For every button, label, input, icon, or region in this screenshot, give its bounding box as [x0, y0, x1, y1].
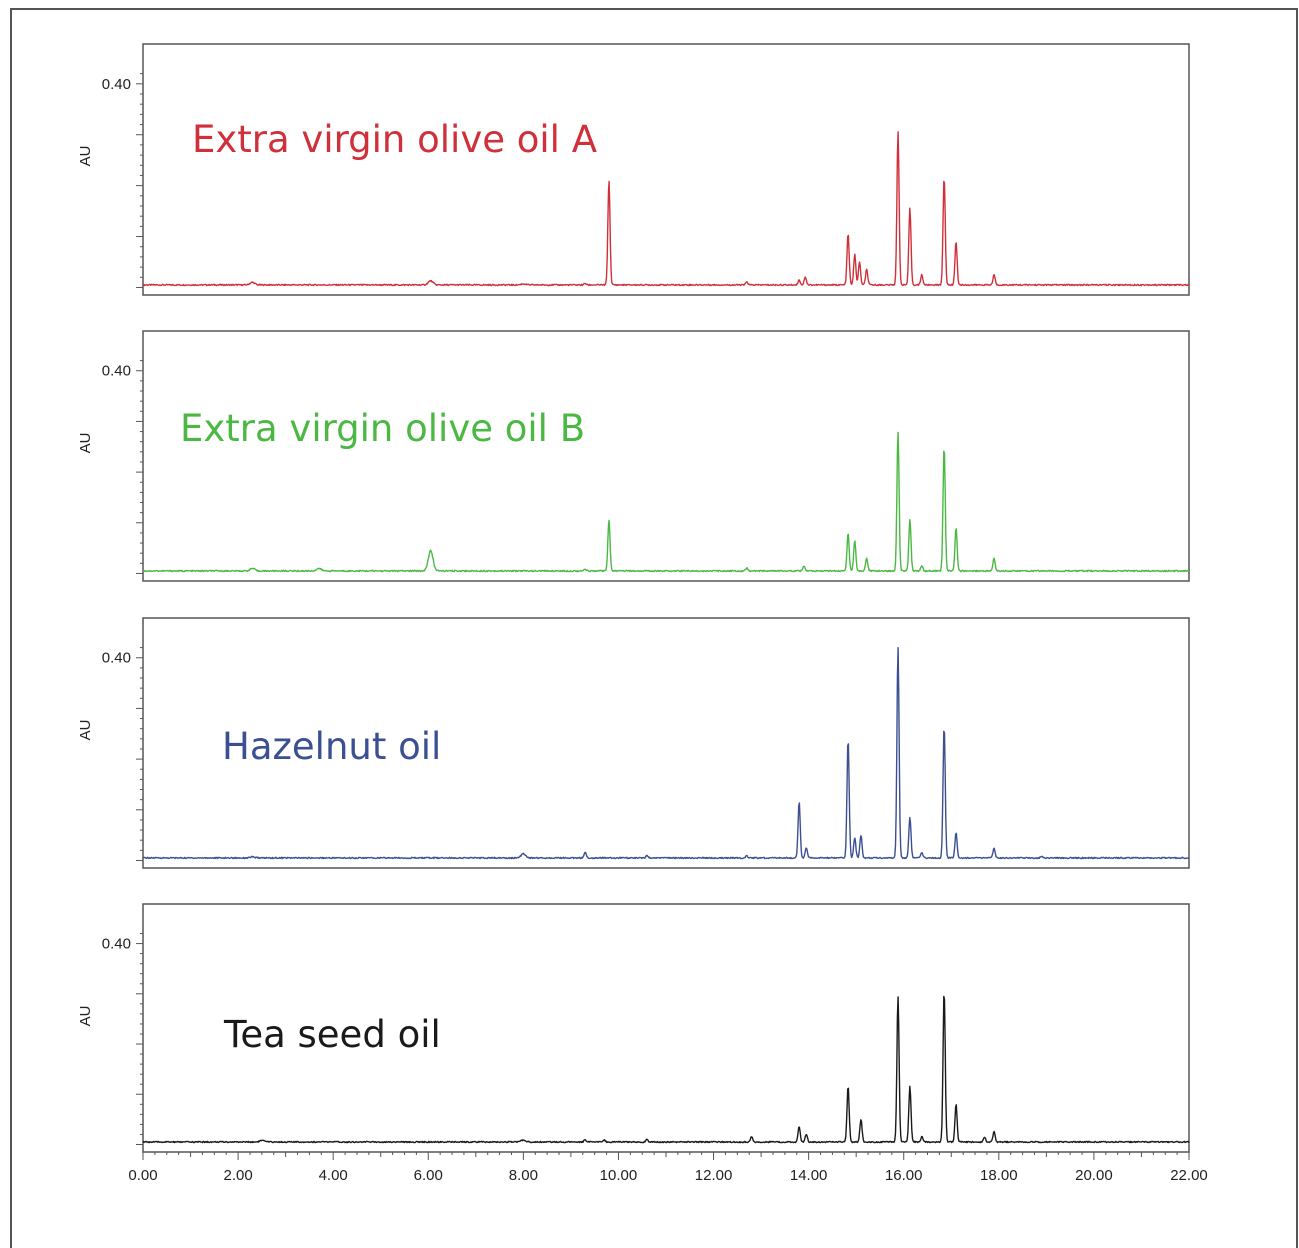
plot-frame-2	[142, 617, 1190, 869]
x-tick-label-5: 10.00	[600, 1167, 638, 1184]
sample-title-0: Extra virgin olive oil A	[192, 118, 597, 161]
sample-title-2: Hazelnut oil	[222, 725, 441, 768]
x-tick-label-7: 14.00	[790, 1167, 828, 1184]
x-tick-label-6: 12.00	[695, 1167, 733, 1184]
sample-title-3: Tea seed oil	[223, 1013, 441, 1056]
y-axis-label-1: AU	[77, 433, 94, 454]
x-tick-label-4: 8.00	[509, 1167, 538, 1184]
x-tick-label-2: 4.00	[319, 1167, 348, 1184]
y-tick-label-0: 0.40	[102, 76, 131, 93]
sample-title-1: Extra virgin olive oil B	[180, 407, 585, 450]
x-tick-label-0: 0.00	[128, 1167, 157, 1184]
plot-frame-1	[142, 330, 1190, 582]
y-tick-label-3: 0.40	[102, 936, 131, 953]
figure-frame	[10, 8, 1298, 1248]
y-tick-label-2: 0.40	[102, 650, 131, 667]
trace-line-3	[142, 995, 1190, 1144]
x-tick-label-3: 6.00	[414, 1167, 443, 1184]
x-tick-label-11: 22.00	[1170, 1167, 1208, 1184]
trace-line-1	[142, 431, 1190, 573]
x-tick-label-9: 18.00	[980, 1167, 1018, 1184]
x-tick-label-8: 16.00	[885, 1167, 923, 1184]
trace-line-2	[143, 647, 1190, 860]
y-axis-label-0: AU	[77, 146, 94, 167]
x-tick-label-1: 2.00	[223, 1167, 252, 1184]
x-tick-label-10: 20.00	[1075, 1167, 1113, 1184]
trace-line-0	[142, 131, 1190, 287]
y-axis-label-3: AU	[77, 1006, 94, 1027]
plot-frame-0	[142, 43, 1190, 296]
y-axis-label-2: AU	[77, 720, 94, 741]
y-tick-label-1: 0.40	[102, 363, 131, 380]
